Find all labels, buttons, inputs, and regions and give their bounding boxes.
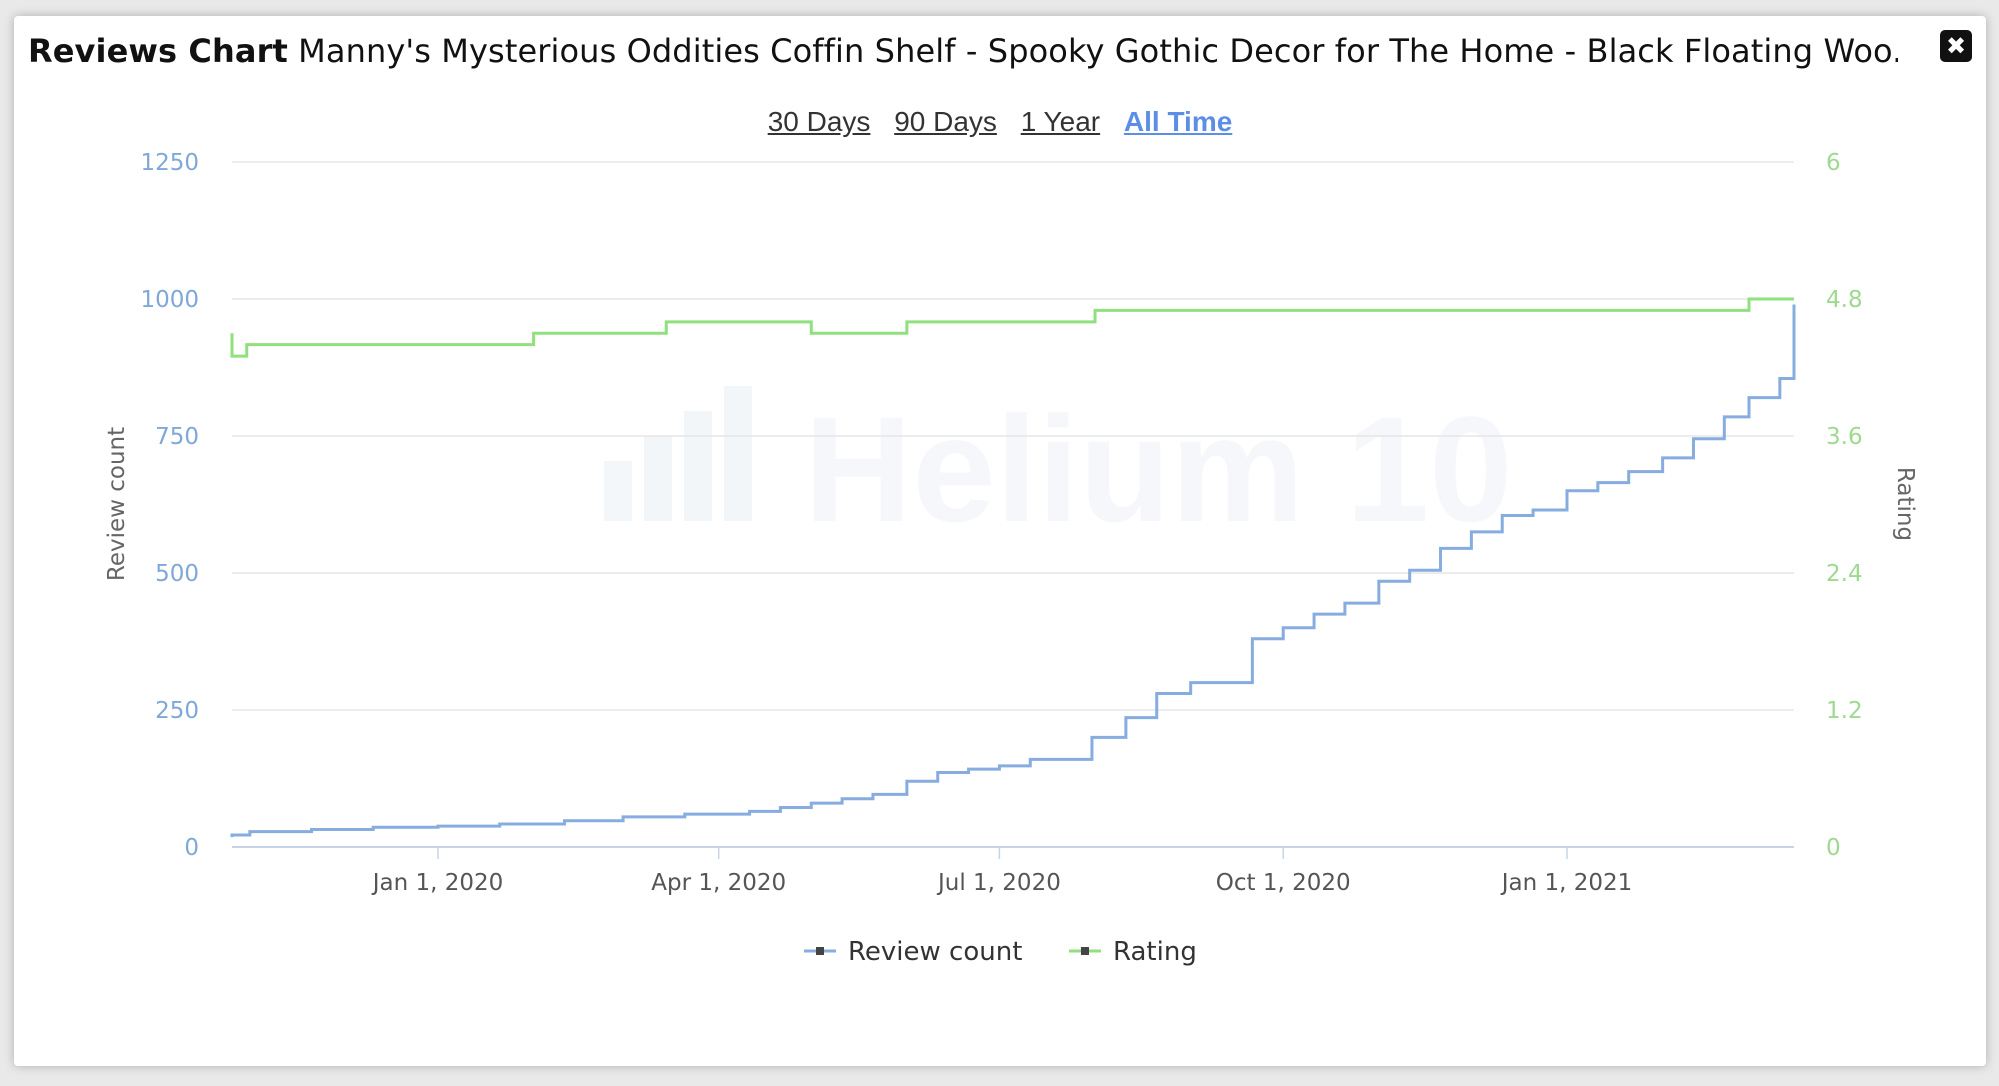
- x-tick-label: Jan 1, 2020: [371, 870, 504, 896]
- x-tick-label: Jul 1, 2020: [936, 870, 1061, 896]
- y-left-tick-label: 250: [155, 698, 199, 724]
- y-left-tick-label: 500: [155, 561, 199, 587]
- y-right-tick-label: 1.2: [1826, 698, 1863, 724]
- x-tick-label: Oct 1, 2020: [1216, 870, 1351, 896]
- range-all-time[interactable]: All Time: [1123, 106, 1233, 137]
- close-icon[interactable]: ✖: [1940, 30, 1972, 62]
- y-left-tick-label: 1000: [140, 287, 199, 313]
- legend-rating[interactable]: Rating: [1069, 937, 1197, 967]
- y-axis-left: 0 250 500 750 1000 1250 Review count: [104, 150, 199, 861]
- x-tick-label: Apr 1, 2020: [651, 870, 786, 896]
- y-right-tick-label: 2.4: [1826, 561, 1863, 587]
- time-range-selector: 30 Days 90 Days 1 Year All Time: [14, 106, 1986, 138]
- y-right-axis-title: Rating: [1892, 467, 1918, 541]
- legend-label: Rating: [1113, 937, 1197, 967]
- legend: Review count Rating: [804, 937, 1197, 967]
- reviews-chart-modal: Reviews Chart Manny's Mysterious Odditie…: [14, 16, 1986, 1066]
- watermark-text: Helium 10: [804, 385, 1513, 553]
- grid: [232, 161, 1794, 848]
- y-right-tick-label: 6: [1826, 150, 1841, 176]
- y-left-axis-title: Review count: [104, 427, 130, 581]
- range-1-year[interactable]: 1 Year: [1020, 106, 1101, 137]
- x-axis: Jan 1, 2020 Apr 1, 2020 Jul 1, 2020 Oct 1, …: [371, 847, 1633, 896]
- y-right-tick-label: 4.8: [1826, 287, 1863, 313]
- y-left-tick-label: 750: [155, 424, 199, 450]
- legend-label: Review count: [848, 937, 1022, 967]
- y-right-tick-label: 3.6: [1826, 424, 1863, 450]
- series-lines: [230, 297, 1796, 838]
- modal-title-product: Manny's Mysterious Oddities Coffin Shelf…: [287, 32, 1898, 70]
- legend-marker: [816, 947, 824, 955]
- legend-marker: [1081, 947, 1089, 955]
- modal-title-bold: Reviews Chart: [28, 32, 288, 70]
- legend-review-count[interactable]: Review count: [804, 937, 1022, 967]
- rating-line: [230, 297, 1794, 358]
- y-left-tick-label: 0: [184, 835, 199, 861]
- y-left-tick-label: 1250: [140, 150, 199, 176]
- review-count-line: [230, 304, 1796, 838]
- x-tick-label: Jan 1, 2021: [1500, 870, 1633, 896]
- range-30-days[interactable]: 30 Days: [767, 106, 871, 137]
- y-axis-right: 0 1.2 2.4 3.6 4.8 6 Rating: [1826, 150, 1918, 861]
- modal-title: Reviews Chart Manny's Mysterious Odditie…: [28, 32, 1898, 70]
- watermark-logo: [604, 386, 752, 521]
- reviews-chart: Helium 10 Jan 1, 2020 Apr 1, 2020 Jul 1, 2…: [104, 150, 1918, 967]
- y-right-tick-label: 0: [1826, 835, 1841, 861]
- range-90-days[interactable]: 90 Days: [894, 106, 997, 137]
